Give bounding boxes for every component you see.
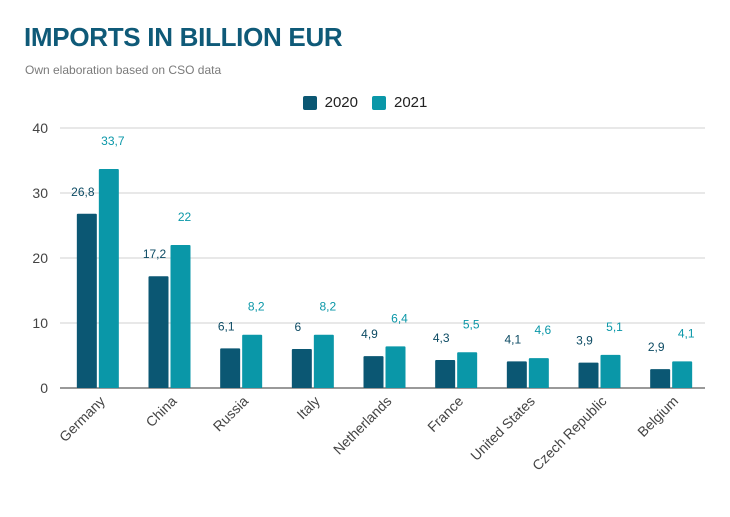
bar-2021 — [528, 358, 549, 388]
data-label-2020: 6,1 — [218, 319, 235, 333]
data-label-2021: 5,1 — [606, 320, 623, 334]
bar-2020 — [148, 276, 169, 388]
data-label-2021: 8,2 — [248, 300, 265, 314]
data-label-2020: 4,9 — [361, 327, 378, 341]
bar-2021 — [98, 168, 119, 388]
legend-label-2021: 2021 — [394, 94, 428, 111]
x-tick-label: Russia — [210, 393, 252, 435]
y-tick-label: 30 — [32, 185, 48, 201]
bar-2020 — [578, 362, 599, 388]
chart-title: IMPORTS IN BILLION EUR — [24, 22, 343, 52]
data-label-2020: 3,9 — [576, 334, 593, 348]
bar-2021 — [313, 334, 334, 388]
legend-swatch-2021 — [372, 95, 386, 110]
bar-2020 — [291, 349, 312, 388]
bar-2021 — [242, 334, 263, 388]
legend-label-2020: 2020 — [324, 94, 358, 111]
bar-2020 — [650, 369, 671, 388]
bar-2021 — [385, 346, 406, 388]
bar-2020 — [435, 360, 456, 388]
bar-2021 — [457, 352, 478, 388]
data-label-2020: 2,9 — [648, 340, 665, 354]
x-tick-label: China — [142, 393, 179, 430]
x-tick-label: Netherlands — [330, 393, 395, 458]
bar-2020 — [220, 348, 241, 388]
data-label-2021: 8,2 — [319, 300, 336, 314]
bar-2020 — [363, 356, 384, 388]
legend-item-2021: 2021 — [372, 94, 427, 111]
y-tick-label: 20 — [32, 250, 48, 266]
x-tick-label: Germany — [56, 393, 108, 445]
legend-item-2020: 2020 — [302, 94, 358, 111]
data-label-2020: 17,2 — [143, 247, 167, 261]
data-label-2021: 4,6 — [534, 323, 551, 337]
data-label-2020: 4,3 — [433, 331, 450, 345]
bar-2020 — [76, 213, 97, 388]
chart-subtitle: Own elaboration based on CSO data — [25, 63, 222, 77]
bar-2021 — [600, 354, 621, 388]
legend-swatch-2020 — [302, 95, 317, 110]
bar-2021 — [170, 245, 191, 388]
data-label-2021: 6,4 — [391, 311, 408, 325]
y-tick-label: 40 — [32, 120, 48, 136]
x-tick-label: France — [424, 393, 466, 435]
y-tick-label: 0 — [40, 380, 48, 396]
bar-2020 — [506, 361, 527, 388]
data-label-2021: 5,5 — [463, 317, 480, 331]
x-tick-label: Czech Republic — [529, 393, 610, 474]
x-tick-label: United States — [467, 393, 538, 464]
data-label-2021: 22 — [178, 210, 192, 224]
x-tick-label: Italy — [293, 393, 322, 422]
bar-2021 — [672, 361, 693, 388]
x-tick-label: Belgium — [634, 393, 681, 440]
data-label-2020: 4,1 — [504, 332, 521, 346]
data-label-2020: 26,8 — [71, 185, 95, 199]
data-label-2021: 4,1 — [678, 326, 695, 340]
y-tick-label: 10 — [32, 315, 48, 331]
legend: 2020 2021 — [0, 94, 730, 111]
data-label-2021: 33,7 — [101, 134, 125, 148]
data-label-2020: 6 — [294, 320, 301, 334]
